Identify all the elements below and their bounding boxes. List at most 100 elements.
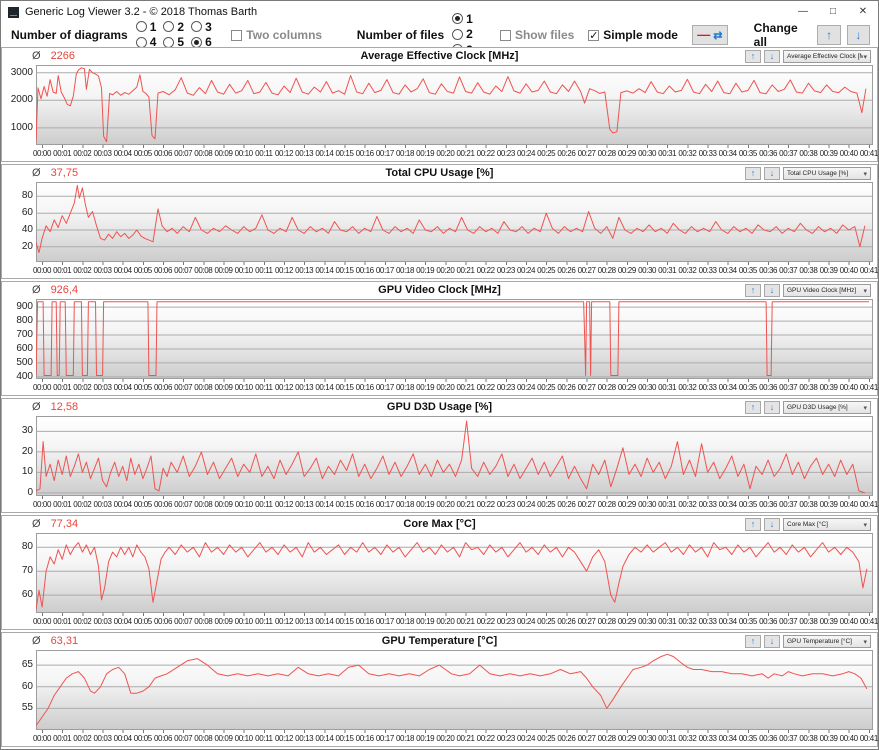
simple-mode-checkbox-box[interactable] (588, 29, 600, 42)
simple-mode-checkbox[interactable]: Simple mode (588, 28, 678, 42)
chart-plot (36, 182, 873, 262)
diagrams-radio-3[interactable]: 3 (191, 20, 212, 34)
y-axis: 55 60 65 (6, 650, 36, 730)
x-axis-label: 00:40 (839, 149, 858, 158)
x-axis-label: 00:00 (32, 617, 52, 626)
diagrams-radio-circle-4[interactable] (135, 36, 147, 48)
metric-down-button[interactable]: ↓ (764, 401, 780, 414)
x-axis-label: 00:00 (32, 500, 52, 509)
change-all-up-button[interactable]: ↑ (817, 25, 841, 45)
show-files-checkbox-box[interactable] (499, 29, 511, 41)
x-axis-label: 00:36 (759, 734, 778, 743)
x-axis-label: 00:40 (839, 500, 858, 509)
metric-dropdown[interactable]: GPU D3D Usage [%] ▾ (783, 401, 871, 414)
metric-up-button[interactable]: ↑ (745, 284, 761, 297)
diagrams-radio-2[interactable]: 2 (163, 20, 184, 34)
average-symbol: Ø (32, 635, 41, 647)
x-axis-label: 00:15 (335, 383, 354, 392)
diagrams-radio-circle-2[interactable] (163, 21, 175, 32)
x-axis-label: 00:30 (638, 500, 657, 509)
x-axis-label: 00:04 (113, 383, 132, 392)
x-axis: 00:00 00:01 00:02 00:03 00:04 00:05 00:06 00:07… (33, 148, 879, 160)
chart-line (36, 67, 867, 143)
x-axis-label: 00:18 (395, 266, 415, 275)
maximize-button[interactable]: □ (829, 6, 837, 17)
x-axis-label: 00:04 (113, 734, 132, 743)
x-axis-label: 00:05 (133, 500, 152, 509)
x-axis-label: 00:39 (819, 734, 838, 743)
chart-average: Ø 12,58 (32, 401, 78, 413)
metric-up-button[interactable]: ↑ (745, 635, 761, 648)
y-axis-label: 600 (16, 343, 33, 354)
close-button[interactable]: ✕ (858, 6, 868, 17)
x-axis-label: 00:06 (153, 617, 173, 626)
x-axis-label: 00:31 (658, 266, 677, 275)
x-axis-label: 00:03 (93, 617, 112, 626)
x-axis-label: 00:29 (617, 266, 636, 275)
y-axis: 1000 2000 3000 (6, 65, 36, 145)
x-axis-label: 00:00 (32, 734, 52, 743)
x-axis-label: 00:21 (456, 734, 475, 743)
show-files-checkbox[interactable]: Show files (499, 28, 575, 42)
x-axis-label: 00:09 (214, 617, 233, 626)
x-axis-label: 00:37 (779, 617, 798, 626)
minimize-button[interactable]: — (798, 6, 808, 17)
x-axis-label: 00:22 (476, 383, 495, 392)
two-columns-checkbox-box[interactable] (231, 29, 243, 41)
metric-down-button[interactable]: ↓ (764, 518, 780, 531)
x-axis-label: 00:41 (859, 383, 878, 392)
metric-up-button[interactable]: ↑ (745, 401, 761, 414)
metric-dropdown[interactable]: GPU Video Clock [MHz] ▾ (783, 284, 871, 297)
metric-dropdown[interactable]: Total CPU Usage [%] ▾ (783, 167, 871, 180)
x-axis-label: 00:36 (759, 383, 778, 392)
show-files-label: Show files (514, 28, 575, 42)
x-axis: 00:00 00:01 00:02 00:03 00:04 00:05 00:06 00:07… (33, 616, 879, 628)
x-axis-label: 00:25 (537, 734, 556, 743)
two-columns-checkbox[interactable]: Two columns (231, 28, 322, 42)
metric-down-button[interactable]: ↓ (764, 284, 780, 297)
chart-panel-2: Ø 926,4 GPU Video Clock [MHz] ↑ ↓ GPU Vid… (1, 281, 879, 396)
metric-up-button[interactable]: ↑ (745, 167, 761, 180)
metric-down-button[interactable]: ↓ (764, 635, 780, 648)
metric-down-button[interactable]: ↓ (764, 50, 780, 63)
files-radio-circle-2[interactable] (452, 28, 464, 40)
x-axis-label: 00:12 (274, 383, 294, 392)
metric-dropdown[interactable]: Average Effective Clock [MHz] ▾ (783, 50, 871, 63)
remove-refresh-button[interactable]: — ⇄ (691, 25, 728, 45)
x-axis-label: 00:33 (698, 617, 717, 626)
files-radio-circle-1[interactable] (452, 13, 464, 25)
files-radio-2[interactable]: 2 (452, 27, 473, 41)
chart-title: Core Max [°C] (403, 518, 476, 530)
diagrams-radio-circle-6[interactable] (191, 36, 203, 48)
metric-up-button[interactable]: ↑ (745, 50, 761, 63)
diagrams-radio-circle-3[interactable] (191, 21, 203, 32)
files-radio-1[interactable]: 1 (452, 12, 473, 26)
x-axis-label: 00:05 (133, 383, 152, 392)
x-axis-label: 00:26 (557, 500, 576, 509)
y-axis-label: 1000 (10, 121, 33, 133)
x-axis-label: 00:03 (93, 383, 112, 392)
x-axis-label: 00:11 (255, 383, 273, 392)
x-axis-label: 00:20 (436, 617, 455, 626)
diagrams-radio-1[interactable]: 1 (135, 20, 156, 34)
x-axis-label: 00:14 (315, 734, 334, 743)
metric-up-button[interactable]: ↑ (745, 518, 761, 531)
x-axis-label: 00:36 (759, 149, 778, 158)
diagram-radio-group: 1 2 3 4 5 6 (135, 20, 232, 51)
x-axis-label: 00:29 (617, 734, 636, 743)
x-axis-label: 00:03 (93, 149, 112, 158)
chart-plot (36, 650, 873, 730)
chart-header: Ø 926,4 GPU Video Clock [MHz] ↑ ↓ GPU Vid… (6, 284, 873, 299)
x-axis-label: 00:05 (133, 149, 152, 158)
metric-dropdown[interactable]: Core Max [°C] ▾ (783, 518, 871, 531)
x-axis-label: 00:26 (557, 617, 576, 626)
metric-down-button[interactable]: ↓ (764, 167, 780, 180)
change-all-down-button[interactable]: ↓ (846, 25, 870, 45)
x-axis-label: 00:38 (799, 383, 818, 392)
diagrams-radio-circle-5[interactable] (163, 36, 175, 48)
x-axis-label: 00:39 (819, 383, 838, 392)
x-axis-label: 00:18 (395, 500, 415, 509)
metric-dropdown[interactable]: GPU Temperature [°C] ▾ (783, 635, 871, 648)
x-axis-label: 00:01 (53, 149, 72, 158)
diagrams-radio-circle-1[interactable] (135, 21, 147, 32)
